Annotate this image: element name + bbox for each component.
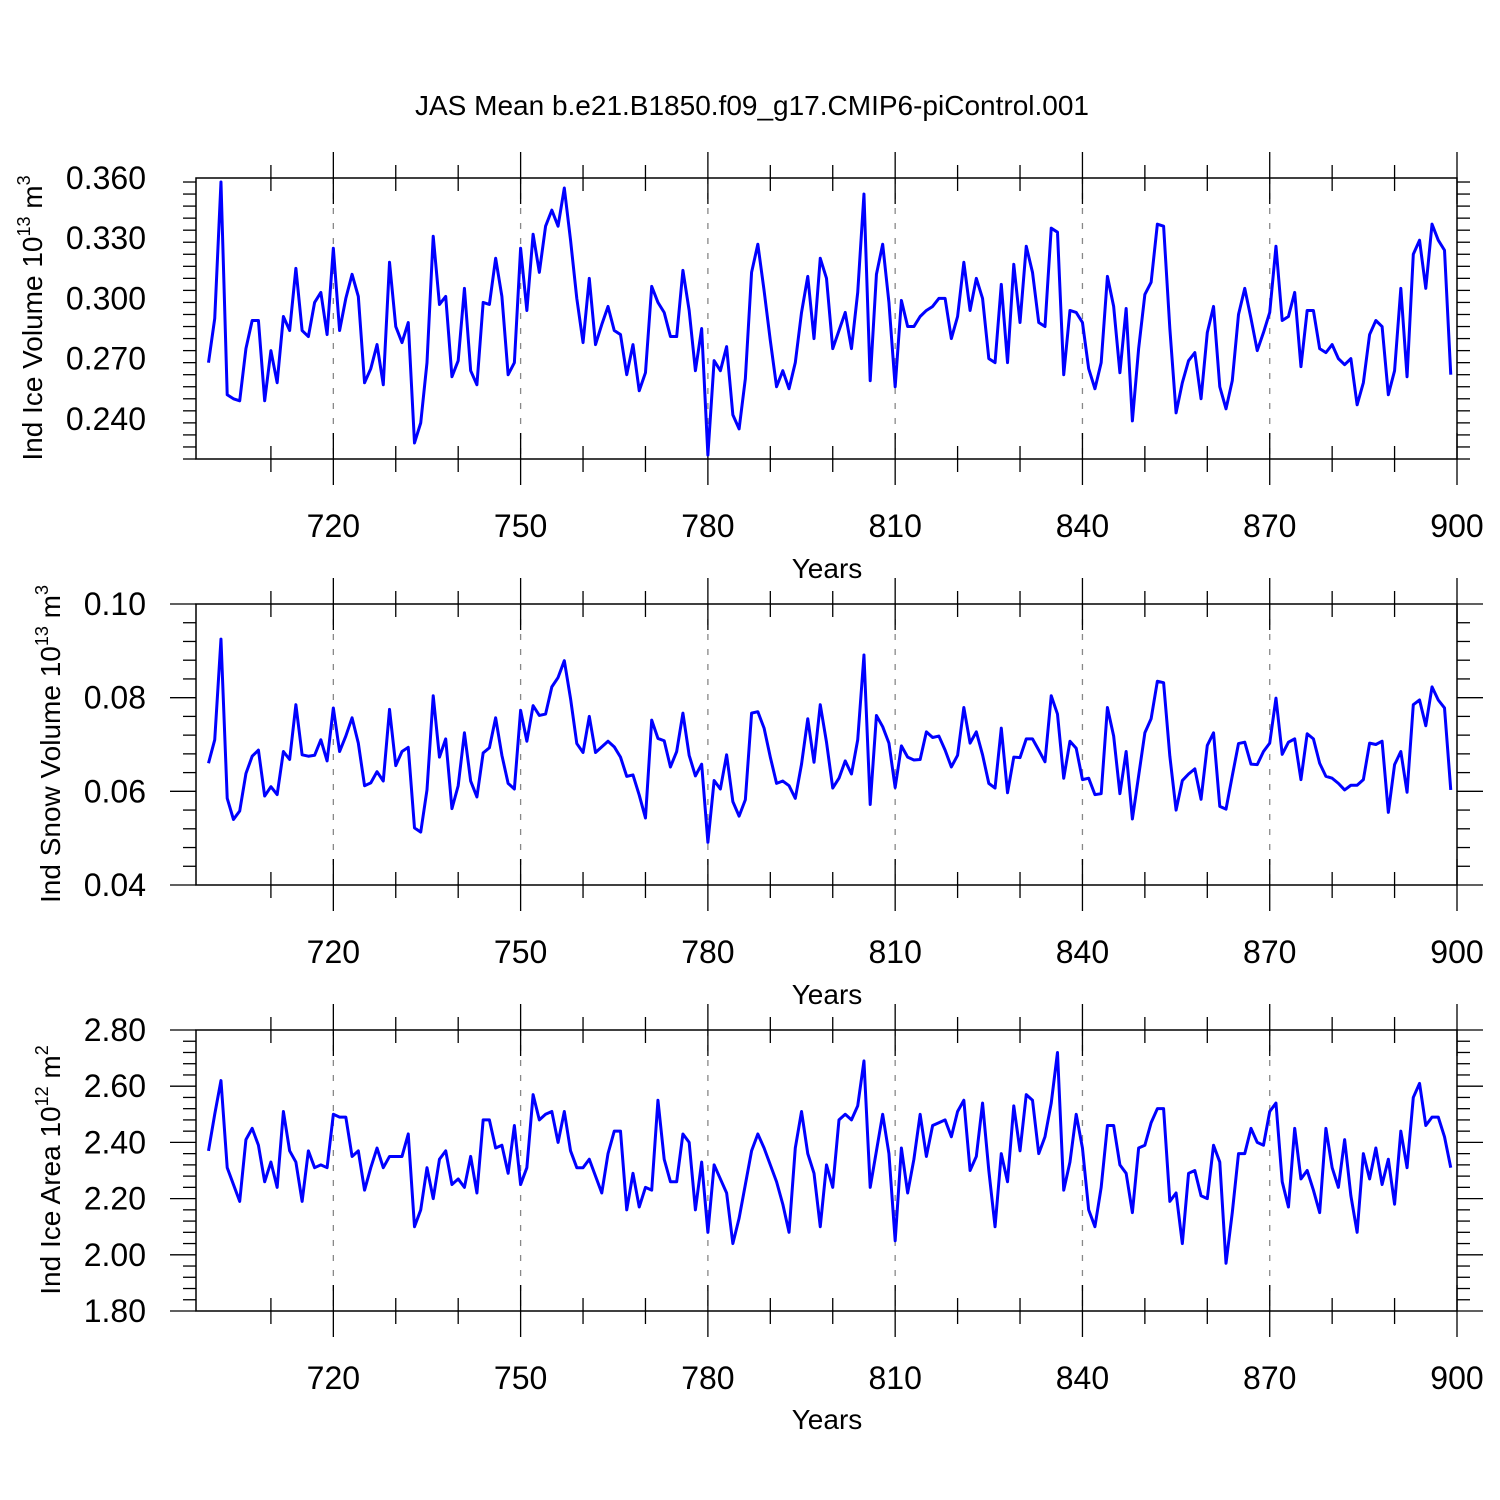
- y-tick-label-snow-volume: 0.08: [84, 680, 146, 716]
- plot-frame-ice-area: [195, 1029, 1458, 1312]
- y-axis-label-ice-volume: Ind Ice Volume 1013 m3: [14, 175, 48, 460]
- x-tick-label-ice-volume: 750: [494, 508, 547, 544]
- x-axis-label-ice-area: Years: [792, 1404, 863, 1435]
- x-tick-label-ice-area: 900: [1430, 1360, 1483, 1396]
- panel-ice-volume: 720 750 780 810 840 870 900 0.240 0.270 0.300 0.33…: [14, 152, 1484, 584]
- x-tick-label-snow-volume: 840: [1056, 934, 1109, 970]
- y-tick-label-ice-volume: 0.300: [66, 280, 146, 316]
- x-tick-label-ice-area: 750: [494, 1360, 547, 1396]
- x-axis-label-snow-volume: Years: [792, 979, 863, 1010]
- y-axis-label-snow-volume: Ind Snow Volume 1013 m3: [32, 585, 66, 903]
- y-tick-label-snow-volume: 0.06: [84, 773, 146, 809]
- x-tick-label-snow-volume: 810: [868, 934, 921, 970]
- y-tick-label-ice-area: 2.00: [84, 1237, 146, 1273]
- x-tick-label-snow-volume: 780: [681, 934, 734, 970]
- x-tick-label-ice-volume: 780: [681, 508, 734, 544]
- x-tick-label-ice-area: 810: [868, 1360, 921, 1396]
- y-tick-label-ice-area: 1.80: [84, 1293, 146, 1329]
- y-tick-label-ice-area: 2.80: [84, 1012, 146, 1048]
- y-tick-label-snow-volume: 0.10: [84, 586, 146, 622]
- y-axis-label-ice-area: Ind Ice Area 1012 m2: [32, 1045, 66, 1295]
- series-line-ice-volume: [207, 180, 1453, 457]
- chart-title: JAS Mean b.e21.B1850.f09_g17.CMIP6-piCon…: [415, 90, 1089, 121]
- y-tick-label-ice-volume: 0.360: [66, 160, 146, 196]
- x-tick-label-ice-volume: 870: [1243, 508, 1296, 544]
- x-tick-label-ice-area: 870: [1243, 1360, 1296, 1396]
- series-line-ice-area: [207, 1050, 1453, 1265]
- series-line-snow-volume: [207, 637, 1453, 844]
- x-tick-label-ice-area: 840: [1056, 1360, 1109, 1396]
- x-tick-label-snow-volume: 900: [1430, 934, 1483, 970]
- y-tick-label-ice-area: 2.40: [84, 1124, 146, 1160]
- x-tick-label-ice-volume: 840: [1056, 508, 1109, 544]
- y-tick-label-ice-volume: 0.270: [66, 341, 146, 377]
- y-tick-label-ice-area: 2.20: [84, 1181, 146, 1217]
- panel-ice-area: 720 750 780 810 840 870 900 1.80 2.00 2.20 2.40 2.6…: [32, 1004, 1484, 1435]
- x-tick-label-snow-volume: 750: [494, 934, 547, 970]
- panel-snow-volume: 720 750 780 810 840 870 900 0.04 0.06 0.08 0.10 Ye…: [32, 578, 1484, 1010]
- x-tick-label-ice-volume: 810: [868, 508, 921, 544]
- y-tick-label-ice-area: 2.60: [84, 1068, 146, 1104]
- x-tick-label-ice-volume: 720: [307, 508, 360, 544]
- x-axis-label-ice-volume: Years: [792, 553, 863, 584]
- x-tick-label-snow-volume: 870: [1243, 934, 1296, 970]
- x-tick-label-snow-volume: 720: [307, 934, 360, 970]
- x-tick-label-ice-area: 780: [681, 1360, 734, 1396]
- plot-frame-snow-volume: [195, 603, 1458, 886]
- x-tick-label-ice-area: 720: [307, 1360, 360, 1396]
- x-tick-label-ice-volume: 900: [1430, 508, 1483, 544]
- plot-frame-ice-volume: [195, 177, 1458, 460]
- y-tick-label-ice-volume: 0.240: [66, 401, 146, 437]
- y-tick-label-snow-volume: 0.04: [84, 867, 146, 903]
- y-tick-label-ice-volume: 0.330: [66, 220, 146, 256]
